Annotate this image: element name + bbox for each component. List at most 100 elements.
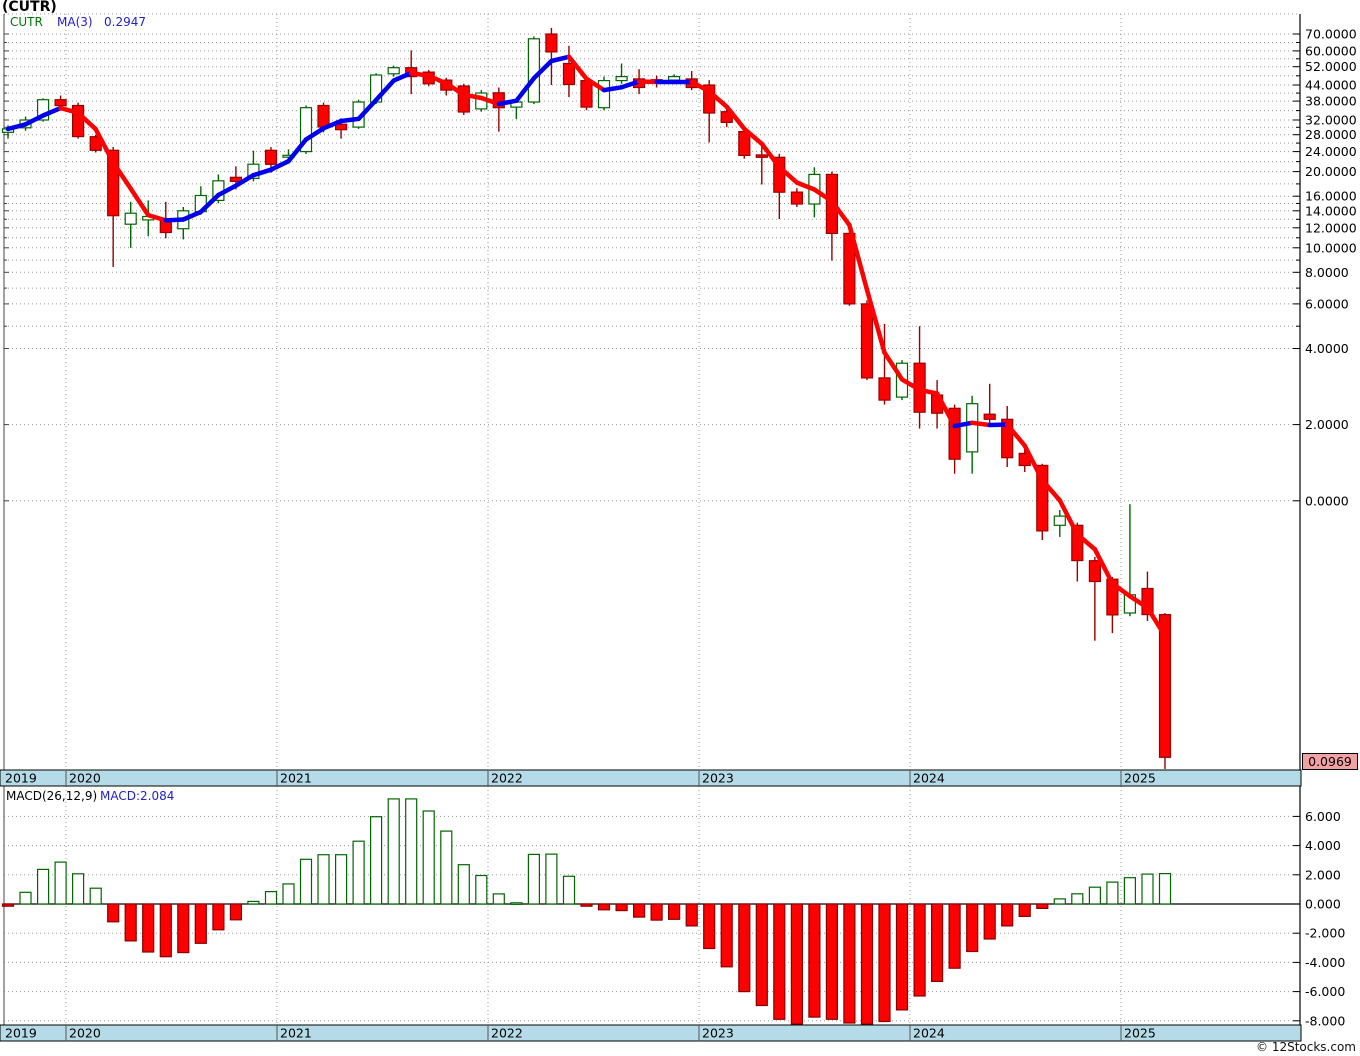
candle-body — [107, 149, 120, 217]
macd-axis-label: -6.000 — [1305, 984, 1345, 999]
candle-down — [1088, 556, 1102, 641]
ma-segment — [251, 167, 274, 178]
macd-bar-positive — [1123, 877, 1137, 905]
price-axis-label: 10.0000 — [1305, 240, 1357, 255]
macd-bar-positive — [387, 798, 400, 905]
gridlines — [4, 13, 1300, 1025]
candle-down — [755, 143, 768, 185]
macd-bar-positive — [1158, 872, 1172, 905]
macd-bar-positive — [370, 816, 383, 905]
year-label: 2025 — [1124, 1026, 1156, 1041]
ma-segment — [23, 113, 46, 127]
ma-segment — [408, 70, 431, 79]
candle-body — [615, 75, 628, 82]
year-label: 2020 — [69, 1026, 101, 1041]
ma-segment — [75, 110, 98, 132]
candle-body — [1036, 464, 1049, 532]
ma-segment — [864, 287, 887, 355]
macd-bar-negative — [142, 903, 155, 953]
candle-body — [738, 131, 751, 157]
price-axis-label: 8.0000 — [1305, 265, 1349, 280]
candle-down — [878, 324, 891, 405]
ma-segment — [531, 58, 554, 81]
candle-body — [983, 413, 996, 420]
candle-body — [580, 79, 593, 108]
year-label: 2022 — [491, 1026, 523, 1041]
ma-segment — [566, 54, 589, 82]
year-label: 2023 — [702, 771, 734, 786]
price-axis-label: 20.0000 — [1305, 164, 1357, 179]
ma-segment — [969, 420, 992, 428]
candle-down — [457, 83, 470, 115]
candle-down — [983, 383, 996, 425]
candle-body — [755, 154, 768, 158]
date-bars: 2019 2020 2021 2022 2023 2024 2025 2019 2020 2021… — [0, 769, 1302, 1042]
macd-bar-negative — [790, 903, 804, 1025]
ma-segment — [268, 158, 291, 172]
candle-up — [966, 395, 979, 474]
ma-segment — [181, 209, 204, 222]
macd-bar-positive — [492, 893, 505, 905]
candle-body — [1053, 515, 1066, 526]
macd-bar-negative — [1018, 903, 1031, 917]
macd-bar-negative — [948, 903, 961, 969]
candle-up — [597, 76, 611, 111]
macd-bar-negative — [755, 903, 768, 1007]
date-bar — [0, 1024, 1302, 1042]
candle-body — [54, 99, 67, 107]
macd-bar-positive — [1088, 886, 1102, 905]
macd-axis-label: 2.000 — [1305, 867, 1341, 882]
ma-segment — [1127, 593, 1150, 610]
price-axis-label: 70.0000 — [1305, 27, 1357, 42]
ma-segment — [619, 79, 642, 90]
price-axis-label: 2.0000 — [1305, 417, 1349, 432]
candle-body — [948, 407, 961, 460]
candle-down — [913, 326, 926, 429]
year-label: 2024 — [913, 771, 945, 786]
price-axis-label: 14.0000 — [1305, 203, 1357, 218]
macd-bar-negative — [843, 903, 856, 1024]
macd-bar-positive — [1071, 893, 1084, 905]
macd-bar-positive — [89, 887, 102, 905]
candle-down — [948, 404, 961, 474]
price-axis-label: 4.0000 — [1305, 341, 1349, 356]
macd-bar-negative — [667, 903, 681, 920]
macd-bar-negative — [860, 903, 874, 1025]
macd-bar-negative — [229, 903, 242, 921]
watermark-link[interactable]: © 12Stocks.com — [1256, 1040, 1356, 1054]
ma-segment — [479, 95, 502, 107]
candle-body — [317, 104, 330, 128]
ma-segment — [93, 126, 116, 165]
ma-segment — [426, 73, 449, 86]
macd-bar-positive — [282, 883, 295, 905]
macd-histogram — [1, 798, 1300, 1025]
candle-body — [264, 149, 278, 165]
ma-segment — [128, 186, 151, 218]
ma-segment — [321, 118, 344, 131]
year-label: 2020 — [69, 771, 101, 786]
macd-bar-negative — [632, 903, 646, 918]
ma-segment — [706, 89, 729, 109]
macd-bar-negative — [878, 903, 891, 1023]
ma-segment — [601, 85, 624, 93]
price-axis-label: 60.0000 — [1305, 43, 1357, 58]
price-axis-label: 38.0000 — [1305, 94, 1357, 109]
ma-segment — [549, 54, 572, 64]
ma-segment — [145, 212, 169, 223]
candle-down — [562, 45, 576, 98]
ma-segment — [847, 222, 870, 293]
macd-bar-negative — [1, 903, 15, 907]
ma-segment — [636, 79, 659, 85]
year-label: 2019 — [5, 1026, 37, 1041]
ma-segment — [198, 192, 221, 215]
macd-bar-negative — [966, 903, 979, 953]
price-axis-label: 32.0000 — [1305, 113, 1357, 128]
macd-bar-negative — [124, 903, 137, 942]
ma-segment — [496, 98, 519, 107]
candle-body — [457, 85, 470, 113]
macd-axis-label: 4.000 — [1305, 838, 1341, 853]
ma-segment — [829, 199, 852, 228]
macd-bar-positive — [1141, 873, 1154, 905]
ma-segment — [794, 180, 817, 192]
